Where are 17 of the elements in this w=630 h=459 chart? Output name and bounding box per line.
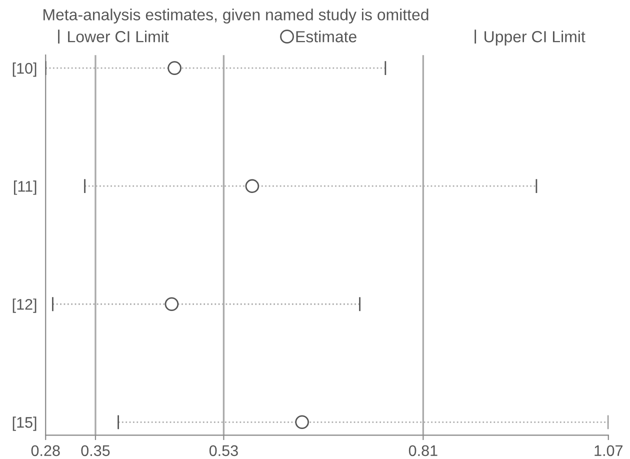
point [168,61,182,75]
point [295,415,309,430]
y-tick-label: [12] [12,298,36,313]
x-tick-label: 0.28 [31,445,60,456]
text: Upper CI Limit [484,30,586,46]
x-tick-label: 0.81 [408,445,438,456]
y-tick-label: [11] [14,180,36,195]
y-tick-label: [10] [12,62,36,77]
chart-title: Meta-analysis estimates, given named study is omitted [44,8,428,24]
x-tick-label: 1.07 [594,445,622,456]
x-tick-label: 0.35 [81,445,110,456]
text: Lower CI Limit [68,30,169,42]
point [164,297,179,312]
x-tick-label: 0.53 [209,445,238,456]
legend-label: Estimate [296,30,356,42]
point [245,179,260,193]
y-tick-label: [15] [12,416,36,431]
